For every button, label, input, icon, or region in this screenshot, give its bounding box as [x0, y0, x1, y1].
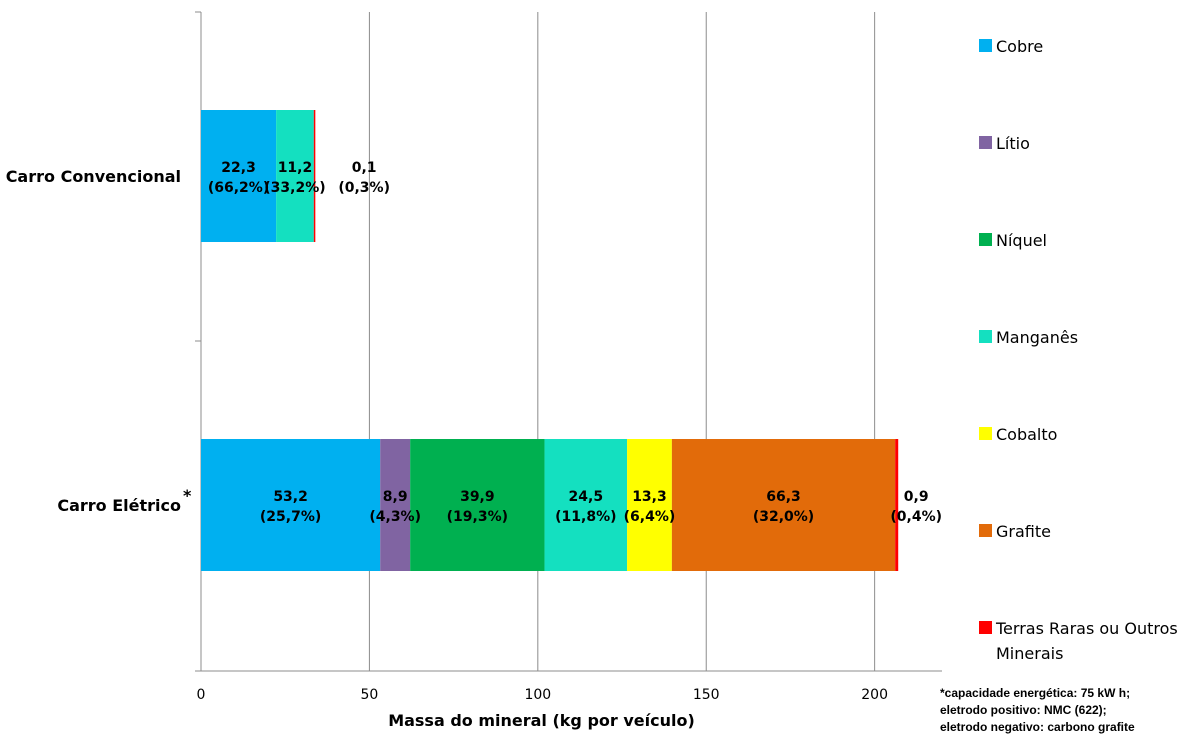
legend: Cobre Lítio Níquel Manganês Cobalto Grafite Te… [979, 37, 1178, 663]
footnote: *capacidade energética: 75 kW h; eletrodo… [940, 686, 1135, 734]
segment-labels: 22,3 (66,2%)11,2 (33,2%) 0,1 (0,3%) 53,2 (25,7… [208, 160, 942, 525]
bar-carro-convencional-manganes [276, 110, 314, 242]
bar-carro-eletrico-cobalto [627, 439, 672, 571]
bar-carro-eletrico-manganes [544, 439, 628, 571]
legend-swatch-terras-raras-ou-outros-minerais [979, 621, 992, 634]
bars [201, 110, 899, 571]
x-axis-title: Massa do mineral (kg por veículo) [388, 711, 695, 730]
legend-swatch-cobre [979, 39, 992, 52]
x-tick-label: 0 [197, 687, 206, 703]
legend-label-litio: Lítio [996, 134, 1030, 153]
x-tick-label: 50 [360, 687, 378, 703]
legend-swatch-niquel [979, 233, 992, 246]
data-label-carro-convencional-cobre: 22,3 (66,2%) [208, 160, 269, 196]
legend-label-cobalto: Cobalto [996, 425, 1057, 444]
legend-label-grafite: Grafite [996, 522, 1051, 541]
legend-label-cobre: Cobre [996, 37, 1043, 56]
legend-label-manganes: Manganês [996, 328, 1078, 347]
x-tick-label: 100 [524, 687, 551, 703]
data-label-carro-eletrico-cobalto: 13,3 (6,4%) [624, 489, 676, 525]
data-label-carro-eletrico-grafite: 66,3 (32,0%) [753, 489, 814, 525]
legend-label-terras-raras-ou-outros-minerais: Terras Raras ou Outros Minerais [995, 619, 1178, 663]
x-tick-labels: 0 50 100 150 200 [197, 687, 888, 703]
category-footnote-marker: * [183, 486, 192, 505]
bar-carro-eletrico-grafite [671, 439, 896, 571]
bar-carro-eletrico-cobre [201, 439, 381, 571]
bar-carro-eletrico-niquel [410, 439, 545, 571]
data-label-carro-eletrico-manganes: 24,5 (11,8%) [555, 489, 616, 525]
legend-swatch-manganes [979, 330, 992, 343]
data-label-carro-eletrico-terras-raras-ou-outros-minerais: 0,9 (0,4%) [890, 489, 942, 525]
legend-swatch-litio [979, 136, 992, 149]
bar-carro-eletrico-litio [380, 439, 411, 571]
data-label-carro-convencional-manganes: 11,2 (33,2%) [264, 160, 325, 196]
bar-carro-eletrico-terras-raras-ou-outros-minerais [895, 439, 899, 571]
gridlines [368, 12, 876, 671]
data-label-carro-eletrico-litio: 8,9 (4,3%) [369, 489, 421, 525]
x-tick-label: 150 [693, 687, 720, 703]
x-tick-label: 200 [861, 687, 888, 703]
bar-carro-convencional-terras-raras-ou-outros-minerais [313, 110, 316, 242]
bar-carro-convencional-cobre [201, 110, 277, 242]
category-labels: Carro Convencional Carro Elétrico* [6, 167, 192, 515]
category-label-carro-eletrico: Carro Elétrico [57, 496, 181, 515]
legend-swatch-grafite [979, 524, 992, 537]
category-label-carro-convencional: Carro Convencional [6, 167, 181, 186]
data-label-carro-eletrico-cobre: 53,2 (25,7%) [260, 489, 321, 525]
data-label-carro-eletrico-niquel: 39,9 (19,3%) [447, 489, 508, 525]
data-label-carro-convencional-terras-raras-ou-outros-minerais: 0,1 (0,3%) [338, 160, 390, 196]
legend-swatch-cobalto [979, 427, 992, 440]
legend-label-niquel: Níquel [996, 231, 1047, 250]
